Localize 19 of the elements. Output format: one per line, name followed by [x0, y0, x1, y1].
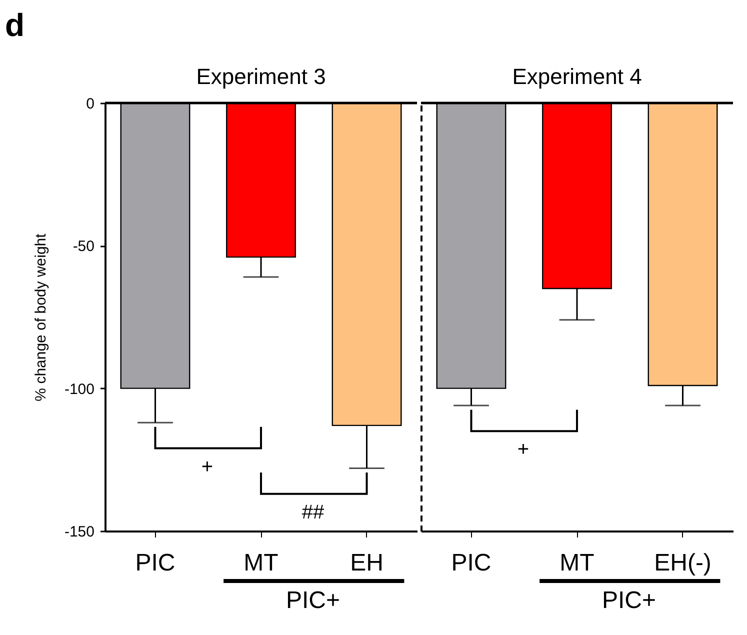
- text: PIC+: [602, 587, 656, 614]
- x-tick-label: MT: [244, 550, 279, 576]
- y-tick-label: -50: [72, 238, 94, 256]
- y-tick-label: -100: [64, 380, 94, 398]
- annotation: +: [517, 438, 530, 461]
- x-tick-label: PIC: [451, 550, 492, 576]
- text: d: [5, 7, 25, 43]
- annotation: +: [201, 456, 214, 478]
- annotation: ##: [302, 501, 325, 524]
- y-tick-label: 0: [86, 96, 94, 112]
- text: PIC+: [286, 587, 340, 614]
- x-tick-label: MT: [560, 550, 595, 576]
- y-axis-title: % change of body weight: [32, 232, 50, 402]
- x-tick-label: EH: [350, 550, 384, 576]
- x-tick-label: EH(-): [654, 550, 712, 576]
- chart-title: Experiment 4: [512, 64, 642, 89]
- y-tick-label: -150: [64, 524, 94, 540]
- x-tick-label: PIC: [135, 550, 176, 576]
- chart-title: Experiment 3: [196, 64, 326, 89]
